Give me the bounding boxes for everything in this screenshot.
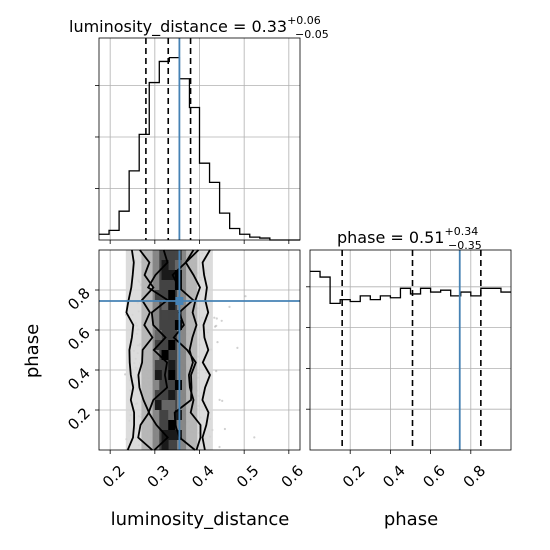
scatter-point (215, 324, 218, 327)
scatter-point (124, 373, 127, 376)
x-tick-label-luminosity-distance: 0.5 (233, 462, 263, 492)
phase-histogram-line (310, 270, 511, 305)
scatter-point (215, 370, 218, 373)
density-cell (168, 410, 176, 420)
density-cell (174, 380, 182, 390)
x-axis-label-luminosity-distance: luminosity_distance (111, 509, 290, 530)
x-tick-label-luminosity-distance: 0.6 (278, 462, 308, 492)
panel-phase-histogram (306, 250, 511, 454)
scatter-point (236, 346, 239, 349)
density-cell (174, 410, 182, 420)
density-cell (174, 270, 182, 280)
scatter-point (214, 325, 217, 328)
x-tick-label-phase: 0.4 (379, 462, 409, 492)
density-shaded-bands (125, 250, 213, 450)
scatter-point (228, 305, 231, 308)
density-cell (168, 300, 176, 310)
density-contours (125, 249, 211, 451)
density-cell (161, 350, 169, 360)
2d-truth-marker (175, 297, 184, 305)
scatter-point (220, 319, 223, 322)
density-cell (168, 370, 176, 380)
scatter-point (223, 427, 226, 431)
density-contour-line (201, 249, 211, 451)
density-cell (154, 400, 162, 410)
scatter-point (213, 316, 216, 319)
density-cell (174, 260, 182, 270)
density-cell (174, 320, 182, 330)
density-cell (154, 360, 162, 370)
density-cell (168, 360, 176, 370)
phase-histogram-grid (310, 250, 511, 450)
density-cell (161, 270, 169, 280)
scatter-point (218, 398, 221, 401)
scatter-point (215, 317, 218, 320)
x-tick-label-luminosity-distance: 0.4 (188, 462, 218, 492)
density-cell (154, 330, 162, 340)
x-tick-label-luminosity-distance: 0.3 (144, 462, 174, 492)
ld-histogram-line (99, 56, 300, 241)
x-tick-label-luminosity-distance: 0.2 (99, 462, 129, 492)
density-cell (168, 390, 176, 400)
density-cell (161, 300, 169, 310)
density-contour-line (184, 249, 202, 451)
density-cell (168, 430, 176, 440)
density-contour-line (146, 249, 170, 451)
density-cell (161, 400, 169, 410)
density-cell (174, 310, 182, 320)
scatter-point (218, 445, 221, 449)
x-tick-label-phase: 0.8 (460, 462, 490, 492)
scatter-point (221, 399, 224, 402)
ld-title: luminosity_distance = 0.33+0.06 −0.05 (69, 14, 329, 41)
ld-quantile-lines (145, 38, 192, 240)
panel-2d-density (95, 249, 300, 454)
density-cell (168, 400, 176, 410)
density-cell (168, 340, 176, 350)
x-tick-label-phase: 0.2 (339, 462, 369, 492)
phase-title: phase = 0.51+0.34 −0.35 (337, 225, 482, 252)
scatter-point (244, 295, 247, 298)
ld-histogram-ticks (95, 85, 290, 244)
phase-quantile-lines (341, 250, 482, 450)
density-contour-line (125, 249, 135, 451)
y-tick-label-phase: 0.4 (64, 364, 94, 394)
density-cell (154, 370, 162, 380)
y-axis-label-phase: phase (22, 324, 43, 378)
y-tick-label-phase: 0.2 (64, 404, 94, 434)
y-tick-label-phase: 0.8 (64, 284, 94, 314)
x-tick-label-phase: 0.6 (419, 462, 449, 492)
y-tick-label-phase: 0.6 (64, 324, 94, 354)
x-axis-label-phase: phase (384, 509, 438, 530)
density-cell (168, 420, 176, 430)
panel-frames (98, 37, 512, 451)
phase-histogram-ticks (306, 286, 472, 454)
scatter-point (216, 341, 219, 344)
density-cell (161, 440, 169, 450)
density-cell (168, 290, 176, 300)
panel-ld-histogram (95, 38, 300, 244)
density-contour-line (171, 249, 197, 451)
scatter-point (253, 436, 256, 439)
density-cell (174, 250, 182, 260)
density-cell (161, 310, 169, 320)
